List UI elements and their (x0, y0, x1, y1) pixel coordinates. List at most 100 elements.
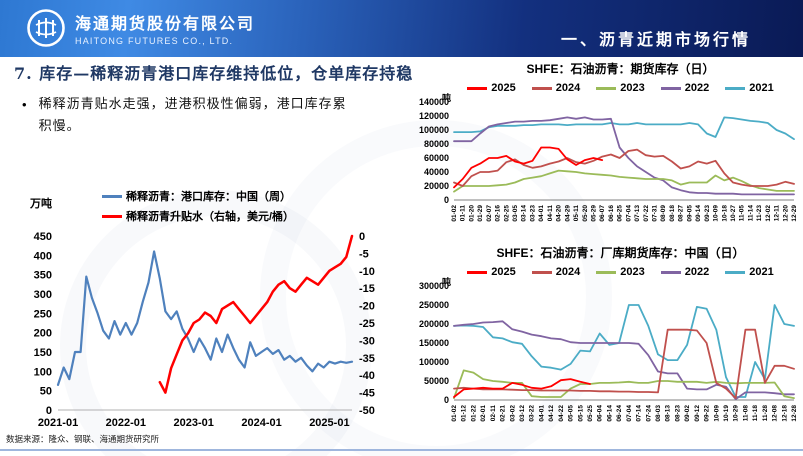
legend-label: 2021 (749, 266, 774, 278)
bullet-dot: • (22, 97, 27, 112)
company-name-en: HAITONG FUTURES CO., LTD. (75, 36, 234, 46)
x-axis-tick: 01-22 (470, 405, 477, 422)
page-title: 7. 库存—稀释沥青港口库存维持低位，仓单库存持稳 (14, 64, 414, 83)
legend-swatch (725, 270, 746, 274)
y-axis-left-tick: 400 (34, 250, 52, 262)
y-axis-left-tick: 450 (34, 231, 52, 243)
legend-label: 2023 (620, 266, 645, 278)
x-axis-tick: 06-14 (606, 405, 613, 422)
x-axis-tick: 04-29 (564, 205, 571, 222)
x-axis-tick: 05-05 (568, 405, 575, 422)
x-axis-tick: 09-05 (686, 205, 693, 222)
y-axis-left-tick: 0 (46, 405, 52, 417)
x-axis-tick: 06-25 (617, 205, 624, 222)
series-line-2022 (453, 116, 795, 196)
company-names: 海通期货股份有限公司 HAITONG FUTURES CO., LTD. (75, 10, 255, 46)
bullet-item: • 稀释沥青贴水走强，进港积极性偏弱，港口库存累积慢。 (22, 94, 352, 138)
y-axis-left-tick: 50 (40, 386, 52, 398)
x-axis-tick: 04-11 (547, 205, 554, 222)
y-axis-left-tick: 300 (34, 289, 52, 301)
y-axis-tick: 150000 (419, 338, 449, 348)
legend-swatch (102, 214, 122, 218)
legend-item--: 稀释沥青：港口库存：中国（周） (102, 188, 294, 204)
y-axis-left-tick: 100 (34, 366, 52, 378)
legend-label: 2021 (749, 82, 774, 94)
series-line-2024 (453, 328, 795, 399)
x-axis-tick: 06-16 (608, 205, 615, 222)
legend-item-2025: 2025 (467, 82, 516, 94)
legend-item-2023: 2023 (596, 266, 645, 278)
x-axis-tick: 2025-01 (309, 417, 349, 429)
x-axis-tick: 2021-01 (38, 417, 78, 429)
x-axis-tick: 07-04 (626, 405, 633, 422)
y-axis-right-tick: -5 (359, 248, 369, 260)
x-axis-tick: 08-18 (669, 205, 676, 222)
y-axis-right-tick: -35 (359, 353, 375, 365)
x-axis-tick: 10-09 (713, 205, 720, 222)
x-axis-tick: 01-11 (460, 205, 467, 222)
logo-block: 海通期货股份有限公司 HAITONG FUTURES CO., LTD. (26, 8, 255, 48)
legend-swatch (660, 86, 681, 90)
x-axis-tick: 08-03 (655, 405, 662, 422)
y-axis-left-tick: 350 (34, 270, 52, 282)
x-axis-tick: 02-25 (503, 205, 510, 222)
y-axis-right-tick: -40 (359, 370, 375, 382)
x-axis-tick: 11-14 (747, 205, 754, 222)
x-axis-tick: 04-01 (538, 405, 545, 422)
top-right-chart-plot: 0 20000 40000 60000 80000 100000 120000 140000 0… (419, 97, 798, 222)
y-axis-tick: 120000 (419, 111, 449, 121)
y-axis-tick: 60000 (424, 153, 449, 163)
x-axis-tick: 10-19 (723, 405, 730, 422)
x-axis-tick: 03-14 (521, 205, 528, 222)
section-title: 一、沥青近期市场行情 (560, 30, 751, 49)
x-axis-tick: 04-12 (548, 405, 555, 422)
x-axis-tick: 01-20 (468, 205, 475, 222)
legend-label: 2023 (620, 82, 645, 94)
series-line-- (158, 234, 354, 394)
port-inventory-chart: 万吨 稀释沥青：港口库存：中国（周） 稀释沥青升贴水（右轴，美元/桶） 0 50 10… (22, 158, 394, 440)
bottom-right-chart-unit-label: 吨 (442, 277, 452, 287)
x-axis-tick: 2024-01 (241, 417, 281, 429)
x-axis-tick: 02-21 (500, 405, 507, 422)
y-axis-tick: 40000 (424, 167, 449, 177)
x-axis-tick: 11-23 (756, 205, 763, 222)
series-line-2021 (453, 116, 795, 140)
x-axis-tick: 12-29 (791, 205, 798, 222)
x-axis-tick: 01-12 (461, 405, 468, 422)
x-axis-tick: 05-15 (577, 405, 584, 422)
x-axis-tick: 07-13 (634, 205, 641, 222)
company-name-cn: 海通期货股份有限公司 (75, 14, 256, 33)
legend-item-2021: 2021 (725, 82, 774, 94)
shfe-warehouse-inventory-chart: SHFE：石油沥青：厂库期货库存：中国（日） 2025 2024 2023 2022 2… (398, 244, 803, 450)
y-axis-tick: 80000 (424, 139, 449, 149)
legend-label: 2022 (684, 266, 710, 278)
x-axis-tick: 05-11 (573, 205, 580, 222)
legend-label: 稀释沥青：港口库存：中国（周） (126, 191, 291, 203)
x-axis-tick: 12-11 (774, 205, 781, 222)
x-axis-tick: 03-02 (509, 405, 516, 422)
y-axis-tick: 20000 (424, 181, 449, 191)
y-axis-tick: 50000 (424, 376, 449, 386)
legend-item-2024: 2024 (531, 266, 580, 278)
legend-item--: 稀释沥青升贴水（右轴，美元/桶） (102, 208, 294, 224)
x-axis-tick: 2023-01 (174, 417, 214, 429)
legend-swatch (596, 86, 617, 90)
y-axis-right-tick: -45 (359, 388, 375, 400)
y-axis-tick: 0 (444, 195, 449, 205)
x-axis-tick: 03-12 (519, 405, 526, 422)
haitong-logo-icon (27, 9, 65, 47)
series-line-- (56, 250, 354, 386)
x-axis-tick: 02-11 (490, 405, 497, 422)
y-axis-right-tick: -30 (359, 335, 375, 347)
legend-item-2023: 2023 (596, 82, 645, 94)
legend-swatch (660, 270, 681, 274)
x-axis-tick: 03-23 (529, 205, 536, 222)
legend-label: 2022 (684, 82, 710, 94)
x-axis-tick: 02-01 (480, 405, 487, 422)
x-axis-tick: 10-29 (733, 405, 740, 422)
x-axis-tick: 11-05 (739, 205, 746, 222)
bullet-text: 稀释沥青贴水走强，进港积极性偏弱，港口库存累积慢。 (38, 97, 347, 135)
y-axis-tick: 200000 (419, 319, 449, 329)
x-axis-tick: 05-29 (590, 205, 597, 222)
legend-swatch (725, 86, 746, 90)
